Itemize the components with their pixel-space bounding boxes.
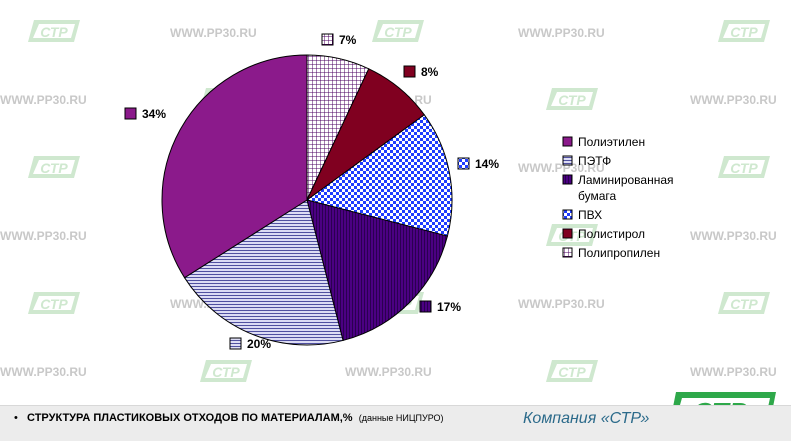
watermark-logo: СТР <box>28 292 80 314</box>
caption-bullet: • <box>14 412 18 424</box>
legend-entry-4: ПВХ <box>563 208 602 222</box>
watermark-logo: СТР <box>372 20 424 42</box>
slice-label-swatch <box>322 34 333 45</box>
watermark-logo-text: СТР <box>558 364 586 380</box>
watermark-url: WWW.PP30.RU <box>690 229 777 243</box>
watermark-url: WWW.PP30.RU <box>0 365 87 379</box>
slice-label-2: 8% <box>404 65 439 79</box>
slice-label-text: 20% <box>247 337 271 351</box>
slice-label-text: 7% <box>339 33 357 47</box>
legend-swatch <box>563 156 572 165</box>
watermark-logo: СТР <box>28 156 80 178</box>
watermark-logo-text: СТР <box>40 296 68 312</box>
legend-label: ПЭТФ <box>578 154 611 168</box>
watermark-logo-text: СТР <box>730 160 758 176</box>
watermark-logo-text: СТР <box>558 92 586 108</box>
caption-source: (данные НИЦПУРО) <box>359 413 444 423</box>
slice-label-6: 34% <box>125 107 166 121</box>
slice-label-5: 20% <box>230 337 271 351</box>
legend-swatch <box>563 229 572 238</box>
watermark-url: WWW.PP30.RU <box>0 93 87 107</box>
watermark-url: WWW.PP30.RU <box>170 26 257 40</box>
slice-label-1: 7% <box>322 33 357 47</box>
watermark-logo-text: СТР <box>212 364 240 380</box>
legend-swatch <box>563 248 572 257</box>
watermark-logo-text: СТР <box>384 24 412 40</box>
slice-label-text: 8% <box>421 65 439 79</box>
legend-label: бумага <box>578 189 617 203</box>
legend-swatch <box>563 175 572 184</box>
pie-chart <box>162 55 452 345</box>
legend-label: Полипропилен <box>578 246 660 260</box>
slice-label-text: 14% <box>475 157 499 171</box>
watermark-url: WWW.PP30.RU <box>690 93 777 107</box>
legend-entry-6: Полипропилен <box>563 246 660 260</box>
legend-entry-1: Полиэтилен <box>563 135 645 149</box>
slice-label-swatch <box>230 338 241 349</box>
slice-label-swatch <box>420 301 431 312</box>
watermark-logo: СТР <box>200 360 252 382</box>
watermark-logo: СТР <box>718 20 770 42</box>
slice-label-3: 14% <box>458 157 499 171</box>
watermark-logo-text: СТР <box>40 24 68 40</box>
watermark-url: WWW.PP30.RU <box>518 26 605 40</box>
slice-label-swatch <box>125 108 136 119</box>
legend-entry-3: Ламинированная бумага <box>563 173 674 203</box>
watermark-logo-text: СТР <box>40 160 68 176</box>
legend-label: Полистирол <box>578 227 645 241</box>
watermark-logo-text: СТР <box>730 296 758 312</box>
slice-label-4: 17% <box>420 300 461 314</box>
legend-label: Полиэтилен <box>578 135 645 149</box>
company-name: Компания «СТР» <box>523 410 649 428</box>
watermark-logo: СТР <box>718 156 770 178</box>
watermark-logo: СТР <box>546 360 598 382</box>
caption-title: СТРУКТУРА ПЛАСТИКОВЫХ ОТХОДОВ ПО МАТЕРИА… <box>27 412 353 424</box>
watermark-logo: СТР <box>546 88 598 110</box>
chart-caption: • СТРУКТУРА ПЛАСТИКОВЫХ ОТХОДОВ ПО МАТЕР… <box>14 412 444 424</box>
legend-swatch <box>563 210 572 219</box>
slice-label-swatch <box>404 66 415 77</box>
slice-label-swatch <box>458 158 469 169</box>
watermark-url: WWW.PP30.RU <box>0 229 87 243</box>
watermark-logo-text: СТР <box>730 24 758 40</box>
watermark-url: WWW.PP30.RU <box>690 365 777 379</box>
legend-swatch <box>563 137 572 146</box>
watermark-url: WWW.PP30.RU <box>518 297 605 311</box>
watermark-logo: СТР <box>718 292 770 314</box>
legend-label: ПВХ <box>578 208 602 222</box>
watermark-url: WWW.PP30.RU <box>345 365 432 379</box>
slice-label-text: 34% <box>142 107 166 121</box>
slice-label-text: 17% <box>437 300 461 314</box>
legend-label: Ламинированная <box>578 173 674 187</box>
watermark-logo: СТР <box>28 20 80 42</box>
